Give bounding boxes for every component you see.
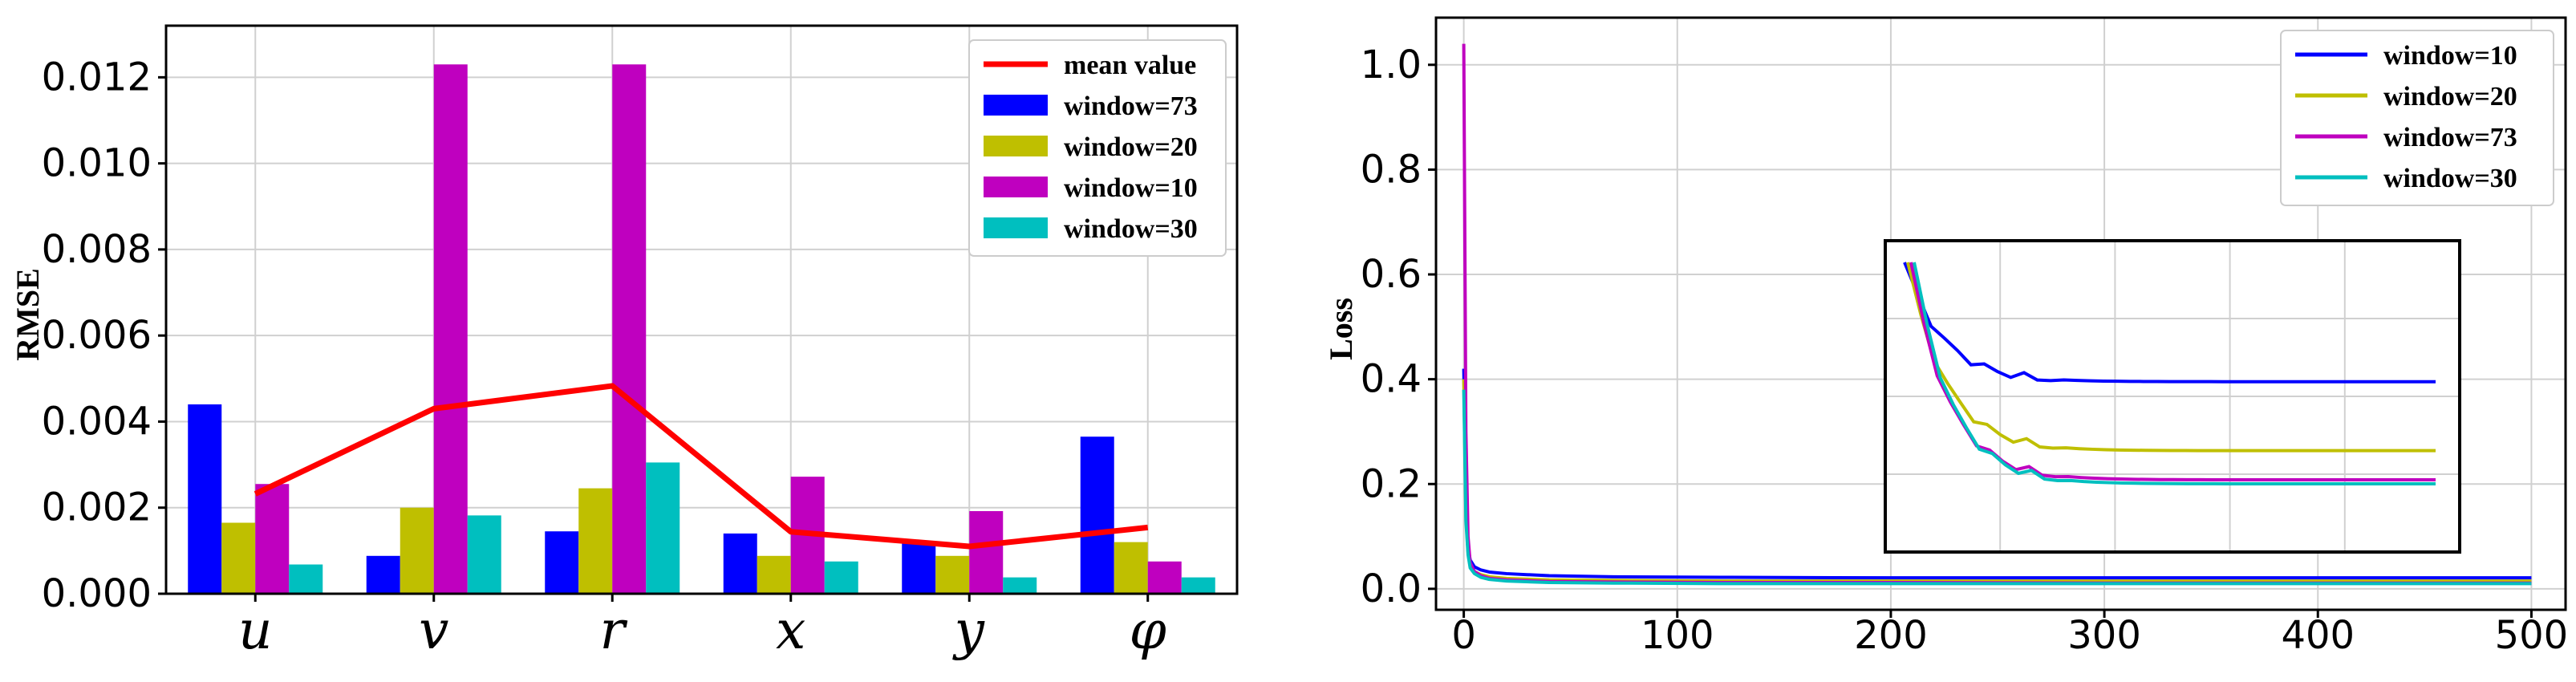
rmse-bar-chart: 0.000 0.002 0.004 0.006 0.008 0.010 0.012 u v r x… bbox=[10, 24, 1239, 661]
inset-line-window-10 bbox=[1903, 262, 2436, 384]
bar-window-20-3 bbox=[757, 555, 791, 594]
bar-window-10-4 bbox=[969, 511, 1004, 594]
bar-window-20-1 bbox=[400, 507, 434, 594]
legend-swatch-window-10 bbox=[984, 177, 1048, 197]
bar-window-10-2 bbox=[612, 64, 647, 595]
loss-x-tick-label: 500 bbox=[2495, 613, 2569, 658]
rmse-x-tick-label: φ bbox=[1130, 599, 1166, 661]
bar-window-30-1 bbox=[467, 515, 501, 594]
rmse-legend: mean value window=73 window=20 window=10 win… bbox=[968, 39, 1227, 257]
bar-window-30-3 bbox=[824, 561, 858, 594]
legend-label: window=10 bbox=[2383, 41, 2517, 71]
rmse-y-tick-label: 0.008 bbox=[42, 227, 152, 272]
loss-x-tick-label: 200 bbox=[1854, 613, 1928, 658]
loss-plot-frame bbox=[1434, 16, 2567, 611]
bar-window-20-0 bbox=[221, 522, 256, 594]
loss-x-ticks: 0 100 200 300 400 500 bbox=[1451, 610, 2568, 658]
legend-label: window=73 bbox=[2383, 123, 2517, 152]
loss-y-tick-label: 0.2 bbox=[1361, 461, 1422, 506]
inset-line-window-30 bbox=[1913, 262, 2436, 486]
bar-window-20-2 bbox=[578, 488, 613, 594]
rmse-y-tick-label: 0.004 bbox=[42, 399, 152, 444]
rmse-y-tick-label: 0.002 bbox=[42, 485, 152, 530]
rmse-x-tick-label: y bbox=[952, 599, 985, 661]
legend-swatch-window-30 bbox=[984, 217, 1048, 238]
bar-window-73-1 bbox=[366, 555, 400, 594]
bar-window-73-4 bbox=[902, 542, 936, 594]
loss-zoom-inset bbox=[1884, 239, 2461, 554]
rmse-y-tick-label: 0.006 bbox=[42, 313, 152, 358]
loss-y-ticks: 0.0 0.2 0.4 0.6 0.8 1.0 bbox=[1361, 43, 1436, 611]
bar-window-73-3 bbox=[723, 533, 757, 594]
bar-window-20-5 bbox=[1114, 542, 1148, 594]
inset-line-window-20 bbox=[1906, 262, 2436, 453]
loss-line-window-30 bbox=[1462, 389, 2532, 586]
bar-window-30-0 bbox=[289, 564, 323, 594]
loss-y-tick-label: 0.0 bbox=[1361, 566, 1422, 611]
loss-series-lines bbox=[1462, 43, 2532, 586]
loss-legend-box bbox=[2280, 30, 2554, 206]
rmse-x-tick-label: u bbox=[238, 599, 273, 661]
loss-y-tick-label: 0.8 bbox=[1361, 147, 1422, 192]
rmse-bars bbox=[188, 64, 1215, 595]
legend-label: window=73 bbox=[1064, 91, 1198, 121]
loss-y-axis-label: Loss bbox=[1323, 298, 1359, 360]
bar-window-30-4 bbox=[1003, 577, 1037, 594]
rmse-plot-frame bbox=[164, 24, 1239, 595]
mean-value-line bbox=[254, 383, 1149, 550]
bar-window-10-1 bbox=[433, 64, 468, 595]
rmse-x-tick-label: v bbox=[419, 599, 448, 661]
rmse-y-tick-label: 0.000 bbox=[42, 571, 152, 616]
bar-window-10-5 bbox=[1147, 561, 1182, 594]
bar-window-73-5 bbox=[1080, 436, 1114, 594]
bar-window-20-4 bbox=[935, 555, 970, 594]
loss-y-tick-label: 1.0 bbox=[1361, 43, 1422, 87]
legend-label: window=20 bbox=[1064, 132, 1198, 162]
rmse-legend-box bbox=[968, 39, 1227, 257]
loss-x-tick-label: 300 bbox=[2067, 613, 2141, 658]
loss-line-chart: 0.0 0.2 0.4 0.6 0.8 1.0 0 100 200 300 400 500 Loss… bbox=[1323, 16, 2568, 658]
bar-window-73-2 bbox=[545, 531, 579, 594]
rmse-x-tick-label: x bbox=[776, 599, 805, 661]
loss-x-tick-label: 0 bbox=[1451, 613, 1476, 658]
rmse-y-ticks: 0.000 0.002 0.004 0.006 0.008 0.010 0.012 bbox=[42, 55, 166, 616]
bar-window-30-5 bbox=[1181, 577, 1215, 594]
loss-legend: window=10 window=20 window=73 window=30 bbox=[2280, 30, 2554, 206]
legend-label: window=30 bbox=[2383, 164, 2517, 193]
rmse-y-axis-label: RMSE bbox=[10, 268, 46, 361]
loss-x-tick-label: 400 bbox=[2281, 613, 2355, 658]
bar-window-30-2 bbox=[646, 462, 680, 594]
legend-label: window=20 bbox=[2383, 82, 2517, 112]
legend-label: window=30 bbox=[1064, 214, 1198, 244]
legend-label: window=10 bbox=[1064, 173, 1198, 203]
rmse-y-tick-label: 0.010 bbox=[42, 141, 152, 186]
bar-window-73-0 bbox=[188, 404, 222, 594]
loss-x-tick-label: 100 bbox=[1641, 613, 1714, 658]
loss-y-tick-label: 0.4 bbox=[1361, 357, 1422, 402]
loss-y-tick-label: 0.6 bbox=[1361, 252, 1422, 297]
bar-window-10-0 bbox=[255, 484, 290, 594]
legend-swatch-window-20 bbox=[984, 136, 1048, 156]
rmse-y-tick-label: 0.012 bbox=[42, 55, 152, 99]
rmse-x-tick-label: r bbox=[599, 599, 627, 661]
legend-label: mean value bbox=[1064, 51, 1196, 80]
legend-swatch-window-73 bbox=[984, 95, 1048, 116]
